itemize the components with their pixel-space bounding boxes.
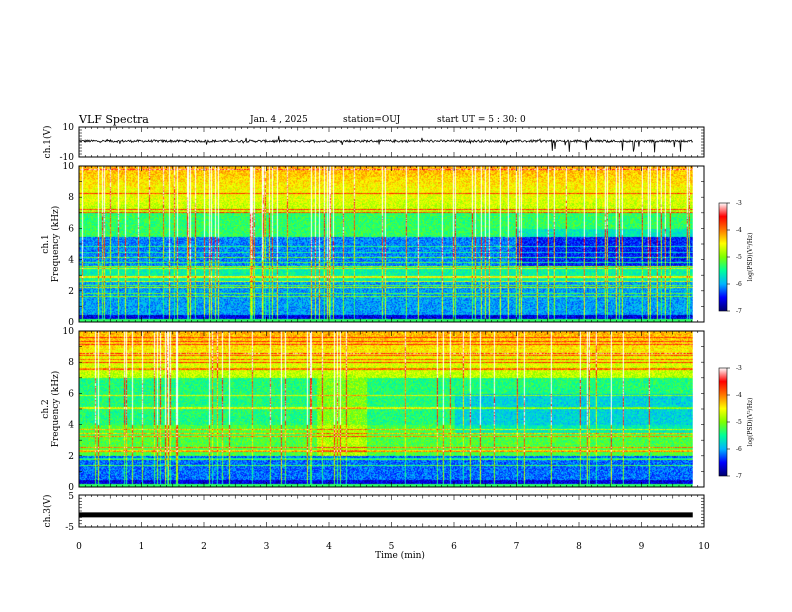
- x-tick-label-7: 7: [514, 542, 520, 552]
- ch2-colorbar-bar: [718, 367, 728, 477]
- panel-ch2-spectrogram: 0 2 4 6 8 10 ch.2 Frequency (kHz) -3 -4 -5 -6 -7 …: [41, 327, 754, 493]
- panel-ch3-waveform: 5 -5 ch.3(V): [42, 492, 705, 533]
- ch1-ytick-top: 10: [63, 123, 75, 133]
- ch1-spec-ytick-1: 2: [68, 287, 74, 297]
- x-tick-label-6: 6: [451, 542, 457, 552]
- ch2-spec-ytick-5: 10: [63, 327, 75, 337]
- ch1-colorbar: -3 -4 -5 -6 -7 log(PSD)(V²/Hz): [718, 200, 754, 315]
- ch1-ylabel: ch.1(V): [42, 126, 53, 159]
- ch2-spec-ylabel-channel: ch.2: [41, 399, 51, 418]
- ch3-ylabel: ch.3(V): [42, 495, 53, 528]
- ch2-spec-ytick-2: 4: [68, 421, 74, 431]
- x-tick-label-1: 1: [139, 542, 145, 552]
- x-tick-label-5: 5: [389, 542, 395, 552]
- start-time-label: start UT = 5 : 30: 0: [437, 115, 526, 125]
- ch1-cbtick-label-3: -6: [736, 281, 742, 288]
- ch2-colorbar-label: log(PSD)(V²/Hz): [747, 398, 754, 447]
- ch3-ytick-top: 5: [68, 492, 74, 502]
- ch2-cbtick-label-0: -3: [736, 365, 742, 372]
- ch2-spec-ylabel-freq: Frequency (kHz): [50, 371, 61, 448]
- ch1-spec-ytick-4: 8: [68, 193, 74, 203]
- ch2-cbtick-label-2: -5: [736, 419, 742, 426]
- ch1-cbtick-label-2: -5: [736, 254, 742, 261]
- ch2-colorbar: -3 -4 -5 -6 -7 log(PSD)(V²/Hz): [718, 365, 754, 480]
- ch2-spectrogram-image: [79, 331, 693, 487]
- x-axis-tick-labels: 0 1 2 3 4 5 6 7 8 9 10: [76, 542, 710, 552]
- ch1-spec-ylabel-freq: Frequency (kHz): [50, 206, 61, 283]
- ch1-ytick-bottom: -10: [60, 153, 75, 163]
- station-label: station=OUJ: [343, 115, 401, 125]
- ch1-spec-ylabel-channel: ch.1: [41, 234, 51, 253]
- x-tick-label-8: 8: [576, 542, 582, 552]
- ch1-waveform-line: [78, 135, 694, 153]
- ch2-spec-ytick-3: 6: [68, 389, 74, 399]
- ch1-spec-ytick-3: 6: [68, 224, 74, 234]
- ch1-spec-ytick-0: 0: [68, 318, 74, 328]
- x-tick-label-10: 10: [698, 542, 710, 552]
- date-label: Jan. 4 , 2025: [250, 115, 308, 125]
- ch2-cbtick-label-4: -7: [736, 473, 742, 480]
- x-tick-label-4: 4: [326, 542, 332, 552]
- x-tick-label-3: 3: [264, 542, 270, 552]
- ch2-spec-ytick-4: 8: [68, 358, 74, 368]
- ch1-cbtick-label-1: -4: [736, 227, 742, 234]
- x-axis-label: Time (min): [375, 550, 425, 561]
- ch1-colorbar-label: log(PSD)(V²/Hz): [747, 233, 754, 282]
- ch3-ytick-bottom: -5: [65, 523, 74, 533]
- ch1-colorbar-bar: [718, 202, 728, 312]
- ch2-cbtick-label-3: -6: [736, 446, 742, 453]
- ch1-cbtick-label-0: -3: [736, 200, 742, 207]
- ch1-spectrogram-image: [79, 166, 693, 322]
- x-tick-label-2: 2: [201, 542, 207, 552]
- panel-ch1-waveform: 10 -10 ch.1(V): [42, 123, 705, 163]
- ch1-cbtick-label-4: -7: [736, 308, 742, 315]
- figure-title: VLF Spectra: [79, 113, 149, 126]
- ch2-cbtick-label-1: -4: [736, 392, 742, 399]
- ch1-spec-ytick-5: 10: [63, 162, 75, 172]
- panel-ch1-spectrogram: 0 2 4 6 8 10 ch.1 Frequency (kHz) -3 -4 -5 -6 -7 …: [41, 162, 754, 328]
- ch2-spec-ytick-1: 2: [68, 452, 74, 462]
- x-tick-label-9: 9: [639, 542, 645, 552]
- ch1-spec-ytick-2: 4: [68, 256, 74, 266]
- ch2-spec-ytick-0: 0: [68, 483, 74, 493]
- x-tick-label-0: 0: [76, 542, 82, 552]
